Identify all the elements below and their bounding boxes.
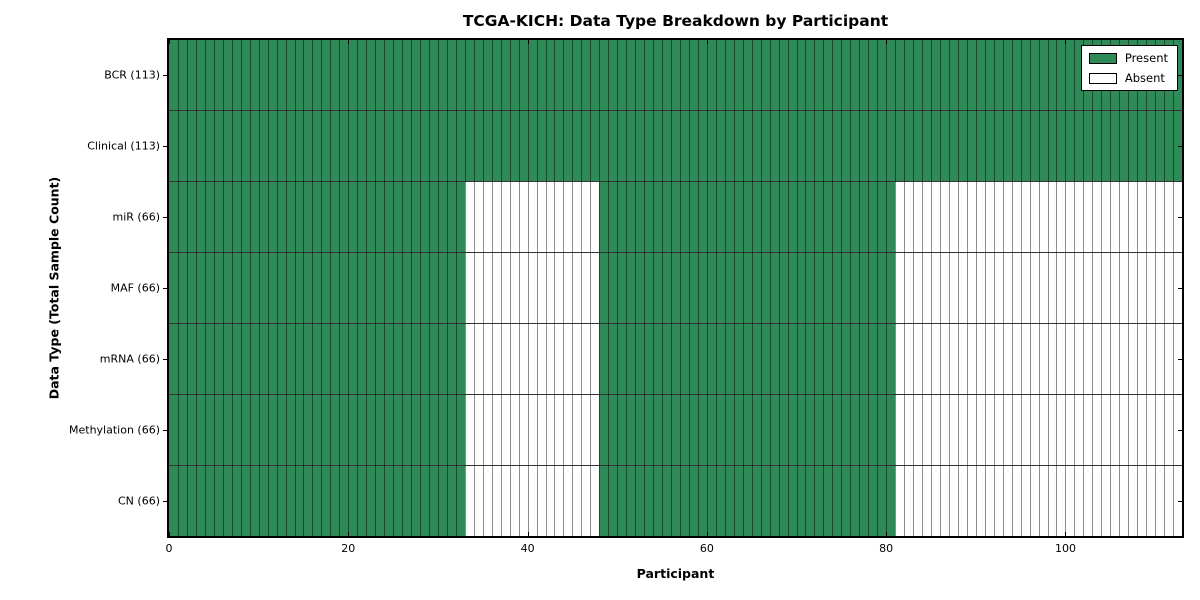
cell-segment-present: [599, 182, 896, 252]
y-tick-label: Methylation (66): [69, 423, 160, 437]
y-tick-mark: [1178, 358, 1182, 360]
cell-segment-present: [169, 253, 465, 323]
cell-segment-absent: [895, 253, 1182, 323]
y-tick-mark: [1178, 429, 1182, 431]
y-tick-label: BCR (113): [104, 68, 160, 82]
cell-segment-absent: [895, 324, 1182, 394]
y-tick-label: mRNA (66): [99, 352, 160, 366]
chart-title: TCGA-KICH: Data Type Breakdown by Partic…: [462, 12, 889, 30]
heatmap-row: [169, 253, 1182, 324]
cell-segment-absent: [895, 395, 1182, 465]
x-tick-label: 20: [341, 542, 356, 555]
x-axis-label: Participant: [636, 566, 715, 581]
cell-segment-present: [169, 466, 465, 536]
x-tick-mark: [886, 532, 888, 536]
y-tick-label: Clinical (113): [87, 139, 160, 153]
y-tick-mark: [163, 288, 168, 289]
legend-entry-present: Present: [1088, 51, 1168, 65]
x-tick-mark: [348, 532, 350, 536]
x-tick-mark: [348, 40, 350, 44]
x-tick-mark: [886, 40, 888, 44]
y-axis-tick-labels: BCR (113) Clinical (113) miR (66) MAF (66) m…: [0, 0, 160, 600]
x-tick-mark: [706, 40, 708, 44]
y-tick-mark: [1178, 75, 1182, 77]
heatmap-row: [169, 40, 1182, 111]
x-tick-label: 0: [165, 542, 173, 555]
x-tick-label: 80: [879, 542, 894, 555]
cell-segment-present: [169, 324, 465, 394]
legend: Present Absent: [1080, 45, 1178, 91]
x-axis-tick-labels: 0 20 40 60 80 100: [165, 542, 1182, 558]
cell-segment-absent: [895, 182, 1182, 252]
cell-segment-present: [169, 111, 1182, 181]
absent-swatch-icon: [1088, 72, 1117, 84]
x-tick-label: 100: [1054, 542, 1076, 555]
y-tick-mark: [163, 75, 168, 77]
x-tick-mark: [169, 40, 170, 44]
cell-segment-present: [169, 40, 1182, 110]
cell-segment-absent: [464, 182, 600, 252]
x-tick-mark: [706, 532, 708, 536]
x-tick-label: 40: [520, 542, 535, 555]
cell-segment-absent: [464, 253, 600, 323]
cell-segment-absent: [895, 466, 1182, 536]
cell-segment-present: [599, 324, 896, 394]
y-tick-mark: [1178, 217, 1182, 219]
y-tick-mark: [163, 217, 168, 219]
y-tick-mark: [163, 429, 168, 431]
cell-segment-absent: [464, 395, 600, 465]
y-tick-mark: [163, 358, 168, 360]
y-tick-label: CN (66): [118, 494, 160, 508]
legend-label-present: Present: [1124, 51, 1168, 65]
legend-label-absent: Absent: [1124, 71, 1165, 85]
y-tick-mark: [163, 146, 168, 148]
cell-segment-present: [169, 182, 465, 252]
x-tick-label: 60: [699, 542, 714, 555]
heatmap-row: [169, 466, 1182, 536]
present-swatch-icon: [1088, 52, 1117, 64]
y-tick-label: MAF (66): [110, 281, 160, 295]
cell-segment-present: [169, 395, 465, 465]
heatmap-row: [169, 395, 1182, 466]
cell-segment-absent: [464, 324, 600, 394]
y-tick-label: miR (66): [112, 210, 161, 224]
y-tick-mark: [1178, 146, 1182, 148]
y-tick-mark: [1178, 288, 1182, 289]
heatmap-rows: [169, 40, 1182, 536]
heatmap-row: [169, 111, 1182, 182]
cell-segment-present: [599, 253, 896, 323]
x-tick-mark: [1065, 40, 1067, 44]
x-tick-mark: [527, 40, 529, 44]
x-tick-mark: [169, 532, 170, 536]
heatmap-row: [169, 182, 1182, 253]
y-tick-mark: [1178, 500, 1182, 502]
cell-segment-absent: [464, 466, 600, 536]
cell-segment-present: [599, 466, 896, 536]
x-tick-mark: [527, 532, 529, 536]
heatmap-row: [169, 324, 1182, 395]
cell-segment-present: [599, 395, 896, 465]
y-tick-mark: [163, 500, 168, 502]
x-tick-mark: [1065, 532, 1067, 536]
plot-area: Present Absent: [167, 38, 1184, 538]
legend-entry-absent: Absent: [1088, 71, 1168, 85]
